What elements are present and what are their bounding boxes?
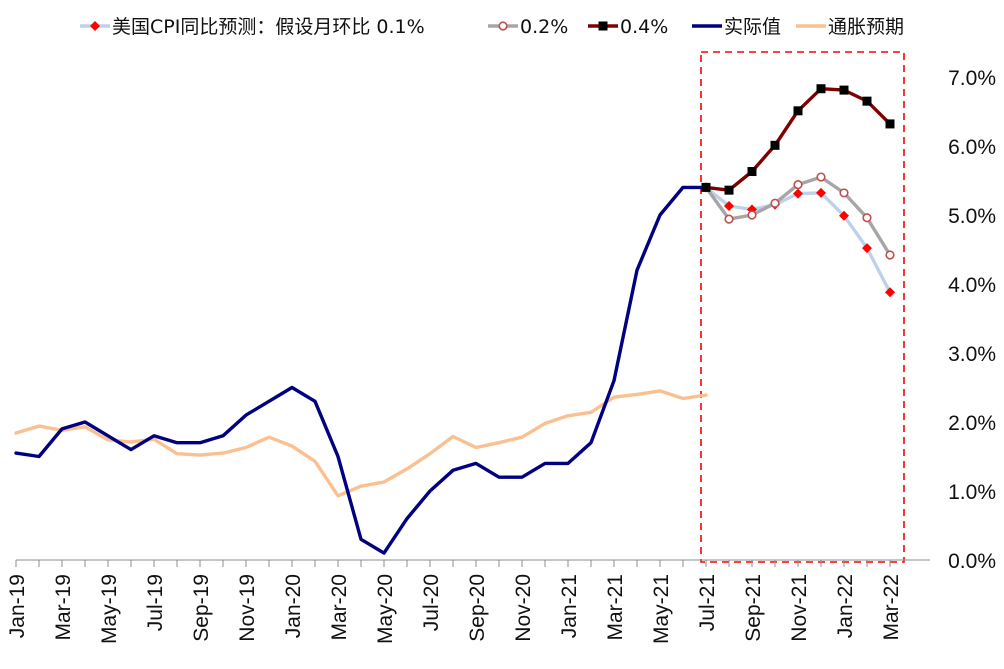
series-point-2 <box>701 182 711 192</box>
legend: 美国CPI同比预测：假设月环比 0.1% 0.2% 0.4% 实际值 通胀预期 <box>80 16 904 38</box>
series-line-4 <box>14 389 708 498</box>
series-point-1 <box>885 250 895 260</box>
y-tick-label: 7.0% <box>948 67 996 90</box>
x-tick-label: Mar-19 <box>52 574 75 641</box>
legend-swatch-marker <box>90 21 100 31</box>
series-point-2 <box>770 140 780 150</box>
x-tick-label: Jul-20 <box>420 574 443 631</box>
series-point-0 <box>885 287 895 298</box>
legend-swatch-marker <box>598 21 608 31</box>
forecast-highlight-box <box>700 51 905 563</box>
series-layer <box>14 84 895 555</box>
x-tick-label: Jul-21 <box>696 574 719 631</box>
series-point-0 <box>862 243 872 254</box>
series-point-1 <box>724 214 734 224</box>
x-tick-label: Mar-21 <box>604 574 627 641</box>
x-tick-label: May-21 <box>650 574 673 644</box>
x-tick-label: Sep-21 <box>742 574 765 642</box>
y-tick-label: 2.0% <box>948 412 996 435</box>
series-point-0 <box>724 201 734 212</box>
series-point-1 <box>770 198 780 208</box>
x-tick-label: Sep-20 <box>466 574 489 642</box>
x-tick-label: Nov-21 <box>788 574 811 642</box>
series-point-1 <box>793 180 803 190</box>
x-tick-label: Jul-19 <box>144 574 167 631</box>
y-tick-label: 1.0% <box>948 481 996 504</box>
legend-label: 0.2% <box>520 16 568 38</box>
x-tick-label: May-20 <box>374 574 397 644</box>
series-point-1 <box>816 172 826 182</box>
series-point-2 <box>724 185 734 195</box>
series-line-0 <box>704 185 892 294</box>
y-tick-label: 4.0% <box>948 274 996 297</box>
x-tick-label: Jan-20 <box>282 574 305 638</box>
series-point-0 <box>816 187 826 198</box>
x-tick-label: Jan-21 <box>558 574 581 638</box>
series-point-2 <box>816 84 826 94</box>
series-point-2 <box>885 119 895 129</box>
x-tick-label: Nov-20 <box>512 574 535 642</box>
legend-swatch-marker <box>498 21 508 31</box>
series-point-2 <box>862 96 872 106</box>
x-tick-label: Jan-19 <box>6 574 29 638</box>
y-tick-label: 0.0% <box>948 550 996 573</box>
series-point-1 <box>862 213 872 223</box>
x-tick-label: Jan-22 <box>834 574 857 638</box>
series-point-2 <box>793 106 803 116</box>
legend-label: 美国CPI同比预测：假设月环比 0.1% <box>112 16 425 38</box>
series-point-2 <box>747 167 757 177</box>
series-point-0 <box>839 210 849 221</box>
y-tick-label: 5.0% <box>948 205 996 228</box>
legend-label: 通胀预期 <box>828 16 904 38</box>
series-line-3 <box>14 185 708 555</box>
series-point-1 <box>839 188 849 198</box>
axes: Jan-19 Mar-19 May-19 Jul-19 Sep-19 Nov-19 Jan-… <box>6 67 996 644</box>
x-tick-label: May-19 <box>98 574 121 644</box>
series-point-1 <box>747 210 757 220</box>
y-tick-label: 6.0% <box>948 136 996 159</box>
x-tick-label: Mar-22 <box>880 574 903 641</box>
series-line-2 <box>704 86 892 192</box>
y-tick-label: 3.0% <box>948 343 996 366</box>
x-tick-label: Mar-20 <box>328 574 351 641</box>
x-tick-label: Nov-19 <box>236 574 259 642</box>
legend-label: 实际值 <box>724 16 781 38</box>
legend-label: 0.4% <box>620 16 668 38</box>
series-point-0 <box>793 188 803 199</box>
x-tick-label: Sep-19 <box>190 574 213 642</box>
series-point-2 <box>839 85 849 95</box>
